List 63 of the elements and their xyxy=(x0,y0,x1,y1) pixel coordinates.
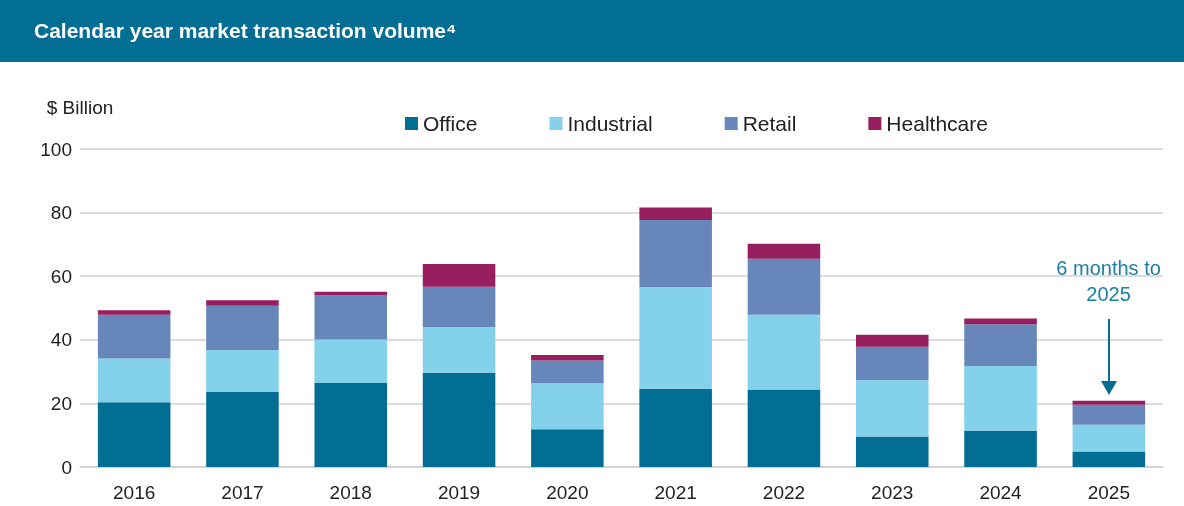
bar xyxy=(639,207,712,220)
bar xyxy=(639,287,712,389)
x-tick-label: 2019 xyxy=(437,482,481,503)
bar xyxy=(855,380,929,437)
annotation: 6 months to 2025 xyxy=(1056,255,1161,307)
bar xyxy=(855,436,929,467)
bar xyxy=(639,388,712,467)
legend-label: Retail xyxy=(742,112,797,135)
x-tick-label: 2021 xyxy=(654,482,697,503)
bar xyxy=(855,346,929,381)
bar xyxy=(964,430,1037,467)
y-tick-label: 80 xyxy=(50,202,72,224)
y-tick-label: 60 xyxy=(50,265,72,287)
x-tick-label: 2024 xyxy=(979,482,1023,503)
bar xyxy=(97,310,171,315)
bar xyxy=(422,264,496,287)
bar xyxy=(747,258,821,315)
bar xyxy=(855,334,929,347)
bar xyxy=(639,219,712,288)
y-tick-label: 20 xyxy=(50,392,72,414)
legend-label: Healthcare xyxy=(886,112,988,135)
bar xyxy=(314,339,388,384)
bar xyxy=(206,305,279,350)
bar xyxy=(747,314,821,390)
x-tick-label: 2020 xyxy=(546,482,589,503)
y-tick-label: 0 xyxy=(61,456,72,478)
bar xyxy=(531,429,604,467)
bar xyxy=(97,402,171,467)
x-tick-label: 2025 xyxy=(1087,482,1130,503)
bar xyxy=(1072,400,1146,405)
bar xyxy=(314,294,388,340)
legend-label: Office xyxy=(423,112,478,135)
chart-title: Calendar year market transaction volume⁴ xyxy=(0,0,1184,62)
bar xyxy=(422,286,496,328)
bar xyxy=(422,327,496,373)
bar xyxy=(531,355,604,361)
bar xyxy=(964,365,1037,431)
bar xyxy=(206,300,279,306)
legend-label: Industrial xyxy=(567,112,653,135)
bar xyxy=(747,389,821,467)
bar xyxy=(97,314,171,359)
y-axis-title: $ Billion xyxy=(46,97,114,118)
bar xyxy=(1072,451,1146,467)
bar xyxy=(314,291,388,295)
x-tick-label: 2016 xyxy=(113,482,156,503)
y-tick-label: 40 xyxy=(50,329,72,351)
x-tick-label: 2023 xyxy=(871,482,914,503)
bar xyxy=(206,349,279,392)
bar xyxy=(422,372,496,467)
x-tick-label: 2022 xyxy=(762,482,806,503)
bar xyxy=(531,383,604,430)
bar xyxy=(964,324,1037,366)
y-tick-label: 100 xyxy=(40,138,72,160)
bar xyxy=(964,318,1037,325)
bar xyxy=(747,243,821,259)
bar xyxy=(1072,404,1146,425)
bar xyxy=(97,358,171,403)
x-tick-label: 2018 xyxy=(329,482,372,503)
bar xyxy=(206,391,279,467)
bar xyxy=(531,360,604,384)
x-tick-label: 2017 xyxy=(221,482,264,503)
bar xyxy=(1072,424,1146,452)
bar xyxy=(314,383,388,467)
